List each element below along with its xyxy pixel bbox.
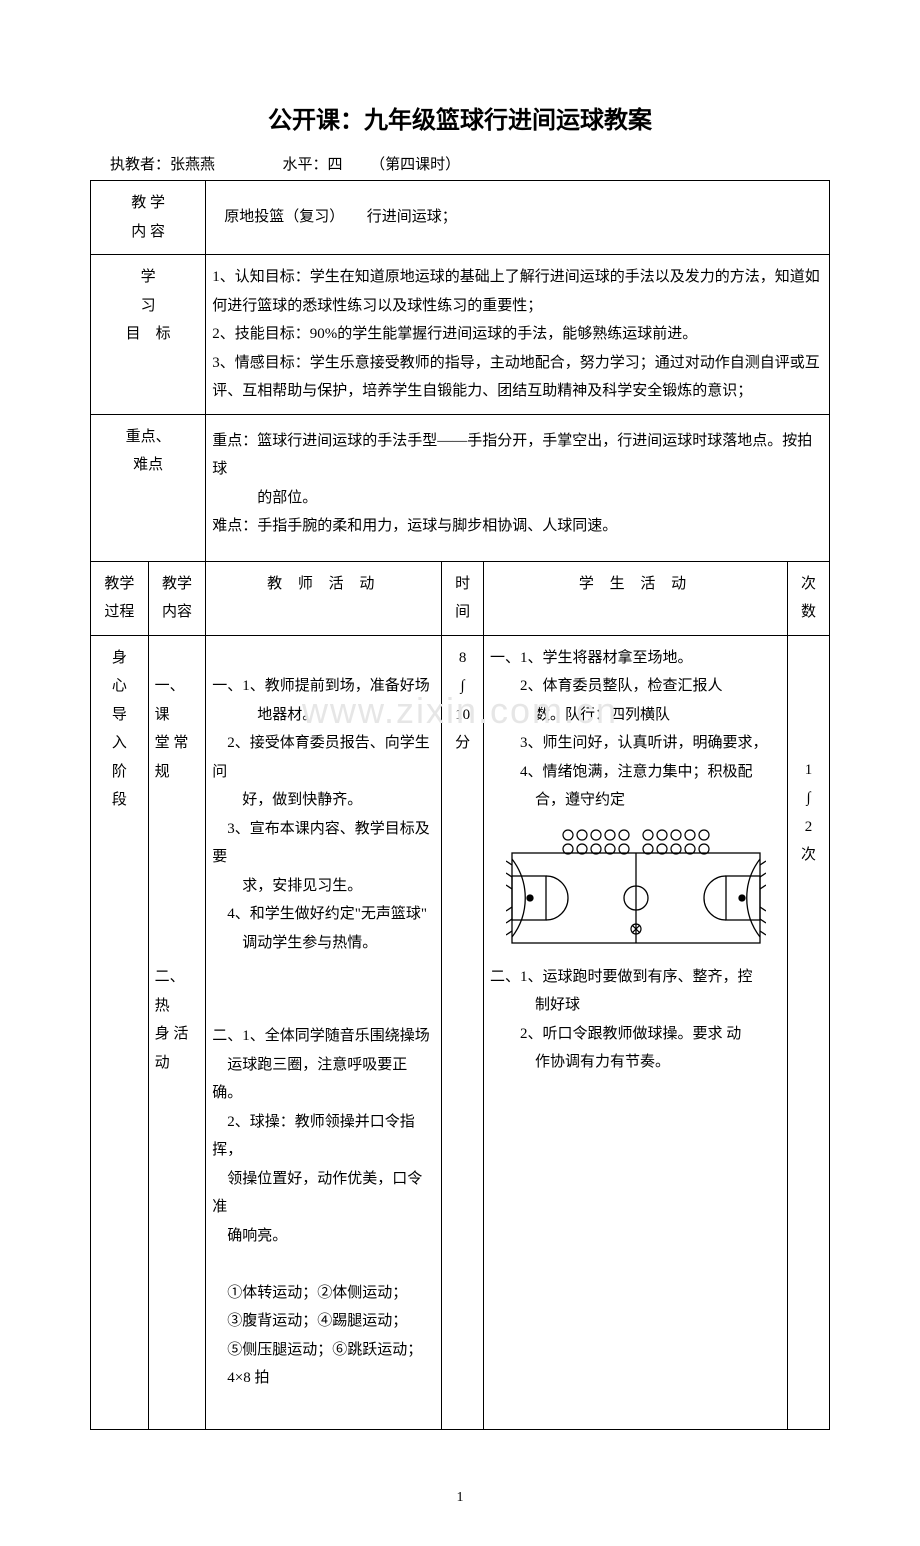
keypoint-label: 重点、 难点 bbox=[91, 414, 206, 561]
header-student: 学 生 活 动 bbox=[484, 561, 788, 635]
times-cell: 1 ∫ 2 次 bbox=[788, 635, 830, 1430]
subcontent-1: 一、课 堂 常 规 bbox=[155, 672, 200, 786]
content-text: 原地投篮（复习） 行进间运球； bbox=[206, 181, 830, 255]
header-stage: 教学 过程 bbox=[91, 561, 149, 635]
subcontent-2: 二、热 身 活 动 bbox=[155, 963, 200, 1077]
table-row: 重点、 难点 重点：篮球行进间运球的手法手型——手指分开，手掌空出，行进间运球时… bbox=[91, 414, 830, 561]
meta-line: 执教者：张燕燕 水平：四 （第四课时） bbox=[90, 153, 830, 174]
goal-text: 1、认知目标：学生在知道原地运球的基础上了解行进间运球的手法以及发力的方法，知道… bbox=[206, 255, 830, 415]
time-cell: 8 ∫ 10 分 bbox=[442, 635, 484, 1430]
table-header-row: 教学 过程 教学 内容 教 师 活 动 时 间 学 生 活 动 次 数 bbox=[91, 561, 830, 635]
teacher-activity-2: 二、1、全体同学随音乐围绕操场 运球跑三圈，注意呼吸要正确。 2、球操：教师领操… bbox=[212, 1022, 435, 1393]
stage-label: 身 心 导 入 阶 段 bbox=[91, 635, 149, 1430]
header-times: 次 数 bbox=[788, 561, 830, 635]
court-diagram-icon bbox=[506, 823, 766, 953]
table-row: 教 学 内 容 原地投篮（复习） 行进间运球； bbox=[91, 181, 830, 255]
teacher-name: 张燕燕 bbox=[170, 153, 215, 174]
teacher-label: 执教者： bbox=[110, 153, 170, 174]
header-time: 时 间 bbox=[442, 561, 484, 635]
teacher-activity-cell: 一、1、教师提前到场，准备好场 地器材。 2、接受体育委员报告、向学生问 好，做… bbox=[206, 635, 442, 1430]
student-activity-1: 一、1、学生将器材拿至场地。 2、体育委员整队，检查汇报人 数。队行：四列横队 … bbox=[490, 644, 781, 815]
level-label: 水平： bbox=[283, 153, 328, 174]
teacher-activity-1: 一、1、教师提前到场，准备好场 地器材。 2、接受体育委员报告、向学生问 好，做… bbox=[212, 672, 435, 957]
table-row: 身 心 导 入 阶 段 一、课 堂 常 规 二、热 身 活 动 一、1、教师提前… bbox=[91, 635, 830, 1430]
level-value: 四 bbox=[328, 153, 343, 174]
subcontent-cell: 一、课 堂 常 规 二、热 身 活 动 bbox=[148, 635, 206, 1430]
student-activity-2: 二、1、运球跑时要做到有序、整齐，控 制好球 2、听口令跟教师做球操。要求 动 … bbox=[490, 963, 781, 1077]
page-number: 1 bbox=[90, 1490, 830, 1506]
student-activity-cell: 一、1、学生将器材拿至场地。 2、体育委员整队，检查汇报人 数。队行：四列横队 … bbox=[484, 635, 788, 1430]
keypoint-text: 重点：篮球行进间运球的手法手型——手指分开，手掌空出，行进间运球时球落地点。按拍… bbox=[206, 414, 830, 561]
lesson-plan-table: 教 学 内 容 原地投篮（复习） 行进间运球； 学 习 目 标 1、认知目标：学… bbox=[90, 180, 830, 1430]
content-label: 教 学 内 容 bbox=[91, 181, 206, 255]
period-label: （第四课时） bbox=[370, 153, 460, 174]
goal-label: 学 习 目 标 bbox=[91, 255, 206, 415]
header-subcontent: 教学 内容 bbox=[148, 561, 206, 635]
header-teacher: 教 师 活 动 bbox=[206, 561, 442, 635]
table-row: 学 习 目 标 1、认知目标：学生在知道原地运球的基础上了解行进间运球的手法以及… bbox=[91, 255, 830, 415]
page-title: 公开课：九年级篮球行进间运球教案 bbox=[90, 100, 830, 135]
